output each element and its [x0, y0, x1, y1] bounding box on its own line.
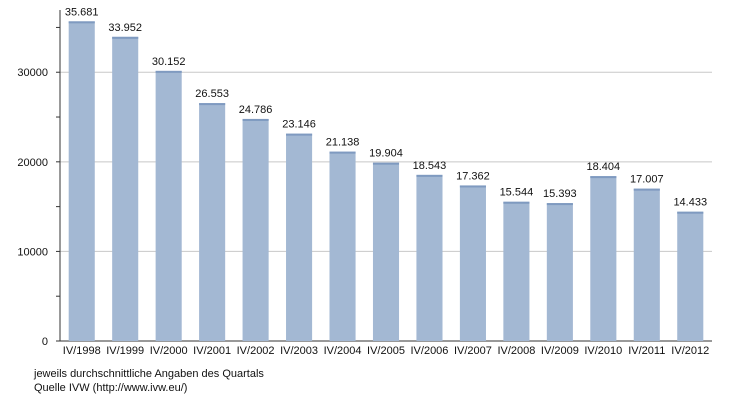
x-tick-label: IV/2008 — [497, 345, 535, 357]
bar-cap — [329, 151, 356, 154]
x-axis-labels: IV/1998 IV/1999 IV/2000 IV/2001 IV/2002 IV/20… — [63, 345, 709, 357]
bar — [677, 211, 704, 341]
x-tick-label: IV/2001 — [193, 345, 231, 357]
bar — [286, 133, 313, 341]
bar-cap — [68, 21, 95, 24]
x-tick-label: IV/1999 — [106, 345, 144, 357]
bar — [416, 174, 443, 341]
y-tick-label: 20000 — [17, 157, 48, 169]
bar-cap — [242, 118, 269, 121]
x-tick-label: IV/2011 — [628, 345, 665, 357]
bar — [590, 176, 617, 341]
bar-cap — [459, 185, 486, 188]
bar-value-label: 14.433 — [673, 197, 707, 209]
x-tick-label: IV/2000 — [150, 345, 188, 357]
x-tick-label: IV/2004 — [324, 345, 362, 357]
footnote-averages: jeweils durchschnittliche Angaben des Qu… — [34, 368, 264, 380]
bar — [329, 151, 356, 341]
value-labels: 35.681 33.952 30.152 26.553 24.786 23.146 21.1… — [65, 6, 707, 208]
bar-value-label: 30.152 — [152, 56, 186, 68]
x-tick-label: IV/2010 — [584, 345, 622, 357]
x-tick-label: IV/1998 — [63, 345, 101, 357]
bar-cap — [286, 133, 313, 136]
x-tick-label: IV/2003 — [280, 345, 318, 357]
bar-value-label: 15.393 — [543, 188, 577, 200]
x-tick-label: IV/2002 — [237, 345, 275, 357]
bar — [112, 36, 139, 342]
bar-value-label: 33.952 — [108, 22, 142, 34]
bar-cap — [199, 103, 226, 106]
bar-value-label: 15.544 — [500, 187, 534, 199]
bar-value-label: 24.786 — [239, 104, 273, 116]
footnote-source: Quelle IVW (http://www.ivw.eu/) — [34, 382, 188, 394]
bar — [372, 162, 400, 341]
bar — [633, 188, 660, 341]
y-tick-label: 30000 — [17, 67, 48, 79]
x-tick-label: IV/2007 — [454, 345, 492, 357]
bar-cap — [503, 201, 530, 204]
bar-cap — [112, 36, 139, 39]
bar-value-label: 19.904 — [369, 148, 403, 160]
bar-value-label: 26.553 — [195, 88, 229, 100]
bar — [242, 118, 269, 341]
bar-value-label: 35.681 — [65, 6, 99, 18]
bar-cap — [590, 176, 617, 179]
bar-value-label: 23.146 — [282, 119, 316, 131]
bar-value-label: 17.362 — [456, 170, 490, 182]
bar — [546, 203, 573, 341]
bar-cap — [633, 188, 660, 191]
y-tick-label: 0 — [42, 336, 48, 348]
bar-value-label: 17.007 — [630, 174, 664, 186]
x-tick-label: IV/2006 — [411, 345, 449, 357]
bars — [68, 21, 704, 342]
bar — [503, 201, 530, 341]
bar — [199, 103, 226, 341]
bar-cap — [546, 203, 573, 206]
y-tick-label: 10000 — [17, 246, 48, 258]
bar — [459, 185, 486, 341]
bar-cap — [372, 162, 400, 165]
bar-cap — [677, 211, 704, 214]
x-tick-label: IV/2012 — [671, 345, 709, 357]
x-tick-label: IV/2009 — [541, 345, 579, 357]
bar-cap — [155, 70, 182, 73]
bar — [68, 21, 95, 342]
bar-value-label: 18.543 — [413, 160, 447, 172]
x-tick-label: IV/2005 — [367, 345, 405, 357]
bar — [155, 70, 182, 341]
bar-value-label: 18.404 — [587, 161, 621, 173]
bar-cap — [416, 174, 443, 177]
bar-value-label: 21.138 — [326, 137, 360, 149]
